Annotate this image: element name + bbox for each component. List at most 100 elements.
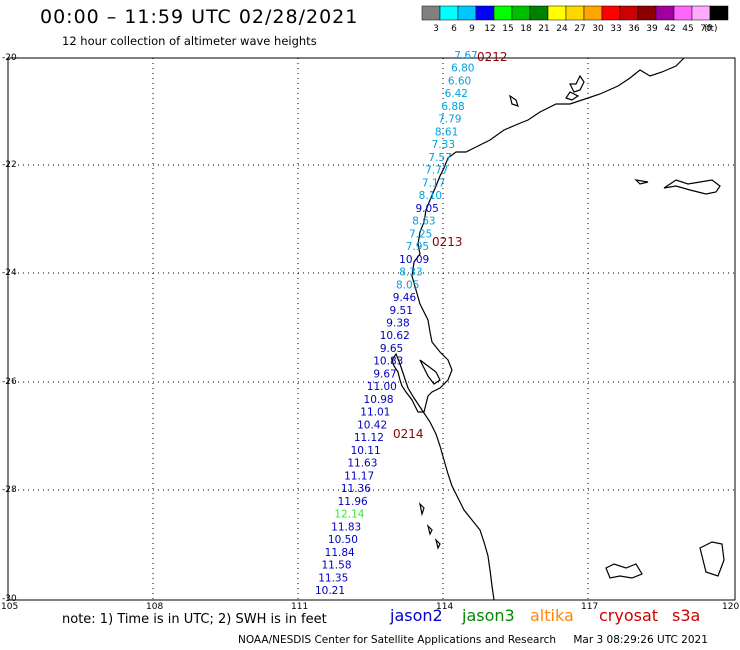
colorbar-tick-label: 39 — [646, 24, 658, 34]
colorbar-swatch — [511, 5, 531, 21]
wave-height-label: 7.17 — [422, 177, 445, 189]
wave-height-label: 6.42 — [445, 88, 468, 100]
page-subtitle: 12 hour collection of altimeter wave hei… — [62, 34, 317, 48]
footer-timestamp: Mar 3 08:29:26 UTC 2021 — [573, 634, 708, 646]
lat-label: -24 — [2, 268, 17, 278]
wave-height-label: 11.58 — [321, 560, 351, 572]
wave-height-label: 6.88 — [441, 101, 464, 113]
wave-height-label: 9.38 — [386, 318, 409, 330]
colorbar-swatch — [691, 5, 711, 21]
colorbar-swatch — [565, 5, 585, 21]
wave-height-label: 9.67 — [373, 368, 396, 380]
wave-height-label: 11.17 — [344, 470, 374, 482]
lon-label: 105 — [1, 602, 19, 612]
colorbar-swatch — [619, 5, 639, 21]
wave-height-label: 10.09 — [399, 254, 429, 266]
wave-height-label: 7.33 — [432, 139, 455, 151]
wave-height-label: 11.35 — [318, 572, 348, 584]
wave-height-label: 11.12 — [354, 432, 384, 444]
lon-label: 111 — [291, 602, 309, 612]
lat-label: -20 — [2, 53, 17, 63]
colorbar-swatch — [475, 5, 495, 21]
colorbar-tick-label: 33 — [610, 24, 621, 34]
wave-height-label: 8.10 — [419, 190, 442, 202]
wave-height-label: 7.67 — [454, 50, 477, 62]
wave-height-label: 8.33 — [399, 267, 422, 279]
wave-height-label: 11.00 — [367, 381, 397, 393]
colorbar-swatch — [637, 5, 657, 21]
time-labels: 0212 0213 0214 — [393, 50, 508, 441]
wave-height-label: 9.46 — [393, 292, 417, 304]
wave-height-label: 10.50 — [328, 534, 358, 546]
colorbar-tick-label: 45 — [682, 24, 693, 34]
colorbar-tick-label: 24 — [556, 24, 568, 34]
colorbar-swatch — [709, 5, 729, 21]
time-label: 0213 — [432, 235, 463, 249]
wave-height-label: 10.62 — [380, 330, 410, 342]
colorbar-tick-label: 21 — [538, 24, 549, 34]
colorbar-tick-label: 12 — [484, 24, 495, 34]
wave-height-label: 7.57 — [428, 152, 451, 164]
wave-height-label: 11.83 — [331, 521, 361, 533]
map-frame — [7, 57, 736, 601]
wave-height-label: 9.51 — [390, 305, 413, 317]
lat-label: -28 — [2, 485, 17, 495]
graticule — [8, 58, 735, 600]
lon-label: 117 — [581, 602, 599, 612]
colorbar-swatch — [439, 5, 459, 21]
colorbar-tick-label: 15 — [502, 24, 513, 34]
colorbar-swatch — [673, 5, 693, 21]
legend-altika: altika — [530, 606, 574, 625]
wave-height-label: 6.60 — [448, 75, 471, 87]
colorbar-swatch — [529, 5, 549, 21]
colorbar-tick-label: 70 — [700, 24, 712, 34]
colorbar-swatch — [655, 5, 675, 21]
wave-height-label: 10.83 — [373, 356, 403, 368]
colorbar-swatch — [457, 5, 477, 21]
altimeter-track: 7.676.806.606.426.887.798.617.337.577.77… — [315, 50, 478, 597]
colorbar-tick-label: 30 — [592, 24, 604, 34]
legend-jason2: jason2 — [390, 606, 443, 625]
wave-height-label: 8.05 — [396, 279, 419, 291]
lon-label: 120 — [722, 602, 740, 612]
colorbar-tick-label: 6 — [451, 24, 457, 34]
colorbar-swatch — [421, 5, 441, 21]
footer: NOAA/NESDIS Center for Satellite Applica… — [238, 634, 708, 646]
coastline — [391, 57, 725, 601]
footer-credit: NOAA/NESDIS Center for Satellite Applica… — [238, 634, 556, 646]
wave-height-label: 10.42 — [357, 419, 387, 431]
wave-height-label: 7.25 — [409, 228, 432, 240]
wave-height-label: 9.65 — [380, 343, 403, 355]
wave-height-label: 11.96 — [338, 496, 368, 508]
wave-height-label: 9.05 — [415, 203, 438, 215]
wave-height-label: 6.80 — [451, 63, 474, 75]
time-label: 0214 — [393, 427, 424, 441]
note-text: note: 1) Time is in UTC; 2) SWH is in fe… — [62, 612, 327, 627]
wave-height-label: 10.98 — [364, 394, 394, 406]
colorbar-swatch — [547, 5, 567, 21]
colorbar-tick-label: 18 — [520, 24, 532, 34]
wave-height-label: 10.21 — [315, 585, 345, 597]
lat-label: -26 — [2, 377, 17, 387]
lat-label: -30 — [2, 594, 17, 604]
colorbar-tick-label: 36 — [628, 24, 640, 34]
wave-height-label: 10.11 — [351, 445, 381, 457]
time-label: 0212 — [477, 50, 508, 64]
wave-height-label: 11.01 — [360, 407, 390, 419]
colorbar-swatch — [601, 5, 621, 21]
wave-height-label: 7.77 — [425, 165, 448, 177]
legend-s3a: s3a — [672, 606, 701, 625]
colorbar-swatch — [493, 5, 513, 21]
wave-height-label: 7.95 — [406, 241, 429, 253]
lon-label: 114 — [436, 602, 454, 612]
lon-label: 108 — [146, 602, 164, 612]
wave-height-label: 8.61 — [435, 126, 458, 138]
colorbar-tick-label: 42 — [664, 24, 675, 34]
colorbar: 3 6 9 12 15 18 21 24 27 30 33 36 39 42 45 70(ft) — [421, 5, 729, 34]
legend-jason3: jason3 — [462, 606, 515, 625]
wave-height-label: 11.63 — [347, 458, 377, 470]
colorbar-tick-label: 3 — [433, 24, 439, 34]
colorbar-unit: (ft) — [704, 24, 718, 34]
wave-height-label: 7.79 — [438, 114, 461, 126]
